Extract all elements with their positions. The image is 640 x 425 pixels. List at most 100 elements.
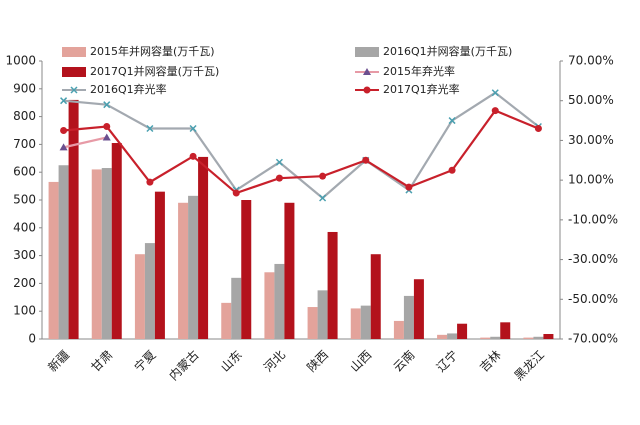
bar — [543, 333, 554, 339]
bar — [307, 307, 318, 339]
legend-marker — [363, 86, 371, 94]
bar — [58, 165, 69, 339]
line-marker — [60, 127, 68, 134]
bar — [134, 254, 145, 339]
legend-marker — [363, 68, 371, 75]
y2-tick-label: -30.00% — [568, 252, 618, 266]
x-tick-label: 新疆 — [45, 347, 73, 375]
bar — [284, 202, 295, 339]
legend-label: 2016Q1并网容量(万千瓦) — [383, 44, 512, 58]
bar — [490, 336, 501, 339]
y2-tick-label: -50.00% — [568, 292, 618, 306]
y2-tick-label: 50.00% — [568, 93, 614, 107]
y-tick-label: 700 — [13, 137, 36, 151]
line-marker — [103, 101, 111, 109]
x-tick-label: 宁夏 — [131, 347, 159, 375]
bar — [68, 99, 79, 339]
bar — [154, 191, 165, 339]
y-tick-label: 200 — [13, 276, 36, 290]
y-tick-label: 600 — [13, 165, 36, 179]
legend-label: 2017Q1弃光率 — [383, 82, 460, 96]
bar — [447, 333, 458, 339]
line-marker — [189, 124, 197, 133]
bar — [523, 337, 534, 339]
x-tick-label: 云南 — [390, 347, 418, 375]
line-marker — [319, 172, 327, 180]
bar — [403, 295, 414, 339]
y-tick-label: 0 — [28, 332, 36, 346]
x-tick-label: 吉林 — [477, 348, 504, 375]
x-tick-label: 山东 — [218, 348, 245, 375]
bar — [413, 279, 424, 339]
x-tick-label: 黑龙江 — [512, 348, 547, 383]
y-tick-label: 400 — [13, 220, 36, 234]
line-marker — [59, 143, 68, 151]
bar — [178, 202, 189, 339]
bar — [221, 302, 232, 339]
y2-tick-label: 70.00% — [568, 54, 614, 68]
bar — [241, 200, 252, 339]
legend-label: 2015年弃光率 — [383, 64, 455, 78]
y-tick-label: 300 — [13, 248, 36, 262]
legend-swatch — [355, 47, 379, 57]
line — [63, 109, 539, 195]
bar — [101, 168, 112, 339]
x-tick-label: 陕西 — [304, 347, 332, 375]
bar — [231, 277, 242, 339]
line-marker — [146, 178, 154, 186]
line-marker — [102, 133, 111, 141]
x-tick-label: 山西 — [347, 348, 374, 375]
line-marker — [232, 189, 240, 197]
legend-swatch — [62, 67, 86, 77]
line — [63, 91, 540, 200]
legend-label: 2017Q1并网容量(万千瓦) — [90, 64, 219, 78]
line-marker — [534, 125, 542, 133]
bar — [91, 169, 102, 339]
y-tick-label: 1000 — [5, 54, 36, 68]
line-marker — [491, 89, 499, 97]
bar — [370, 254, 381, 339]
line-marker — [146, 124, 154, 133]
line — [63, 136, 107, 149]
legend-swatch — [62, 47, 86, 57]
line-marker — [275, 174, 283, 182]
bar — [500, 322, 511, 339]
x-tick-label: 辽宁 — [433, 347, 461, 375]
line-marker — [189, 152, 197, 160]
bar — [327, 231, 338, 339]
legend-label: 2015年并网容量(万千瓦) — [90, 44, 215, 58]
line-marker — [405, 183, 413, 191]
line-marker — [103, 123, 111, 131]
y-tick-label: 800 — [13, 109, 36, 123]
x-tick-label: 甘肃 — [88, 348, 115, 375]
bar — [360, 305, 371, 339]
line-marker — [448, 166, 456, 174]
bar — [144, 243, 155, 339]
bar — [393, 320, 404, 339]
line-marker — [275, 158, 283, 166]
y2-tick-label: -10.00% — [568, 212, 618, 226]
x-tick-label: 河北 — [261, 348, 288, 375]
bar — [350, 308, 361, 339]
bar — [111, 143, 122, 339]
line-marker — [362, 156, 370, 164]
line-marker — [491, 107, 499, 115]
bar — [533, 336, 544, 339]
y2-tick-label: 10.00% — [568, 173, 614, 187]
legend-marker — [70, 86, 78, 94]
bar — [48, 181, 59, 339]
bar — [437, 334, 448, 339]
line-marker — [60, 97, 68, 105]
legend-label: 2016Q1弃光率 — [90, 82, 167, 96]
y2-tick-label: -70.00% — [568, 332, 618, 346]
bar — [198, 156, 209, 339]
line-marker — [319, 194, 327, 202]
bar — [264, 272, 275, 339]
bar — [317, 290, 328, 339]
y-tick-label: 100 — [13, 304, 36, 318]
bar — [480, 337, 491, 339]
x-tick-label: 内蒙古 — [166, 347, 202, 383]
bar — [188, 195, 199, 339]
y-tick-label: 500 — [13, 193, 36, 207]
